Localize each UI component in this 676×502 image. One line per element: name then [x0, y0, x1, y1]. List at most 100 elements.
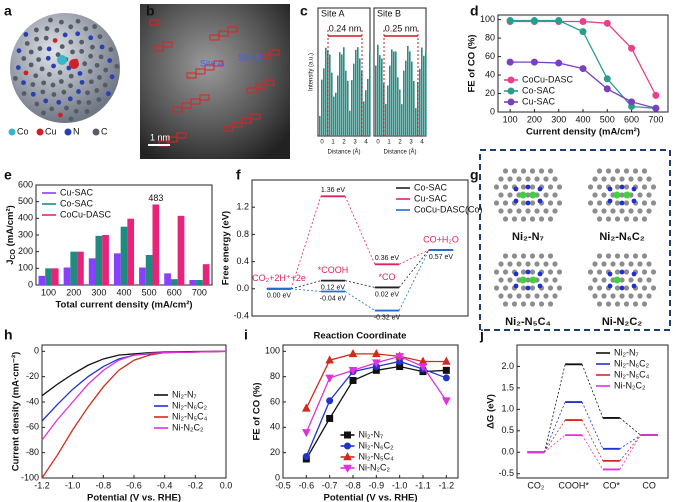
atom	[86, 100, 92, 105]
site-box	[153, 45, 164, 52]
legend-swatch	[64, 128, 72, 136]
profile-bar	[391, 49, 393, 136]
atom	[605, 253, 612, 259]
atom	[614, 285, 621, 291]
bar	[152, 204, 160, 285]
marker	[603, 75, 611, 83]
connector	[581, 401, 604, 449]
x-tick-label: CO₂	[527, 480, 545, 490]
x-tick-label: 600	[167, 287, 182, 297]
atom	[529, 216, 536, 222]
profile-bar	[341, 54, 343, 136]
panel-letter: b	[146, 3, 155, 19]
profile-bar	[383, 83, 385, 136]
atom	[90, 44, 95, 50]
atom	[498, 208, 504, 214]
atom	[502, 216, 509, 222]
n-atom	[631, 283, 637, 289]
n-atom	[619, 184, 625, 190]
site-box	[199, 94, 210, 101]
legend-swatch	[8, 128, 16, 136]
legend-label: CoCu-DASC(Co)	[414, 204, 483, 214]
site-box	[176, 132, 187, 139]
atom	[637, 261, 643, 267]
atom	[556, 269, 563, 275]
legend-label: Co-SAC	[414, 182, 448, 192]
x-tick-label: 600	[624, 114, 639, 124]
atom	[596, 200, 603, 206]
atom	[520, 200, 527, 206]
profile-bar	[347, 80, 349, 136]
x-axis-label: Potential (V vs. RHE)	[324, 493, 418, 502]
profile-bar	[415, 108, 417, 136]
x-tick-label: CO*	[603, 480, 621, 490]
atom	[601, 277, 607, 283]
profile-bar	[357, 47, 359, 136]
panel-letter: c	[300, 3, 308, 19]
atom	[24, 41, 30, 46]
site-box	[204, 64, 215, 71]
marker	[442, 374, 450, 382]
profile-bar	[395, 51, 397, 137]
profile-bar	[359, 58, 361, 136]
legend-label: Ni₂-N₆C₂	[614, 358, 650, 368]
y-axis-label-part: (mA/cm²)	[5, 205, 16, 249]
x-tick-label: -1.0	[392, 480, 408, 490]
structure-label: Ni₂-N₆C₂	[599, 231, 644, 243]
marker	[344, 442, 351, 450]
site-label: Site A	[200, 58, 224, 68]
site-box	[190, 98, 201, 105]
site-box	[246, 87, 257, 94]
atom	[637, 277, 643, 283]
atom	[502, 285, 509, 291]
atom	[507, 261, 513, 267]
profile-bar	[349, 110, 351, 136]
atom	[82, 61, 88, 67]
atom	[641, 184, 648, 190]
profile-tick: 0	[376, 140, 380, 146]
structure-label: Ni₂-N₅C₄	[505, 316, 551, 328]
y-axis-label: JCO (mA/cm²)	[5, 205, 18, 265]
atom	[628, 293, 634, 299]
atom	[632, 216, 639, 222]
atom	[547, 200, 554, 206]
n-atom	[513, 283, 519, 289]
y-tick-label: 100	[265, 346, 280, 356]
atom	[556, 184, 563, 190]
atom	[73, 108, 79, 114]
y-tick-label: 80	[485, 32, 495, 42]
atom	[632, 253, 639, 259]
atom	[46, 72, 52, 77]
connector	[581, 364, 604, 419]
site-box	[269, 49, 280, 56]
x-tick-label: 700	[648, 114, 663, 124]
atom	[525, 176, 531, 182]
legend-label: Ni₂-N₆C₂	[359, 440, 395, 450]
connector	[581, 434, 604, 470]
panel-letter: h	[4, 327, 13, 343]
profile-bar	[399, 89, 401, 136]
x-tick-label: -0.6	[126, 480, 142, 490]
x-tick-label: 500	[142, 287, 157, 297]
marker	[652, 91, 660, 99]
legend-label: Ni₂-N₇	[172, 389, 197, 399]
marker	[579, 65, 587, 73]
profile-bar	[337, 75, 339, 136]
bar	[170, 279, 178, 285]
atom	[623, 269, 630, 275]
atom	[67, 96, 73, 102]
structure-label: Ni-N₂C₂	[602, 316, 642, 328]
panel-letter: j	[479, 327, 484, 343]
atom	[650, 200, 657, 206]
marker	[442, 356, 451, 365]
atom	[58, 79, 64, 84]
x-tick-label: -1.1	[415, 480, 431, 490]
atom	[543, 293, 549, 299]
bar	[177, 215, 185, 285]
atom	[94, 88, 100, 93]
y-tick-label: 60	[485, 51, 495, 61]
legend-label: CoCu-DASC	[60, 209, 112, 219]
x-tick-label: 200	[66, 287, 81, 297]
site-box	[167, 136, 178, 143]
metal-atom	[529, 191, 537, 199]
